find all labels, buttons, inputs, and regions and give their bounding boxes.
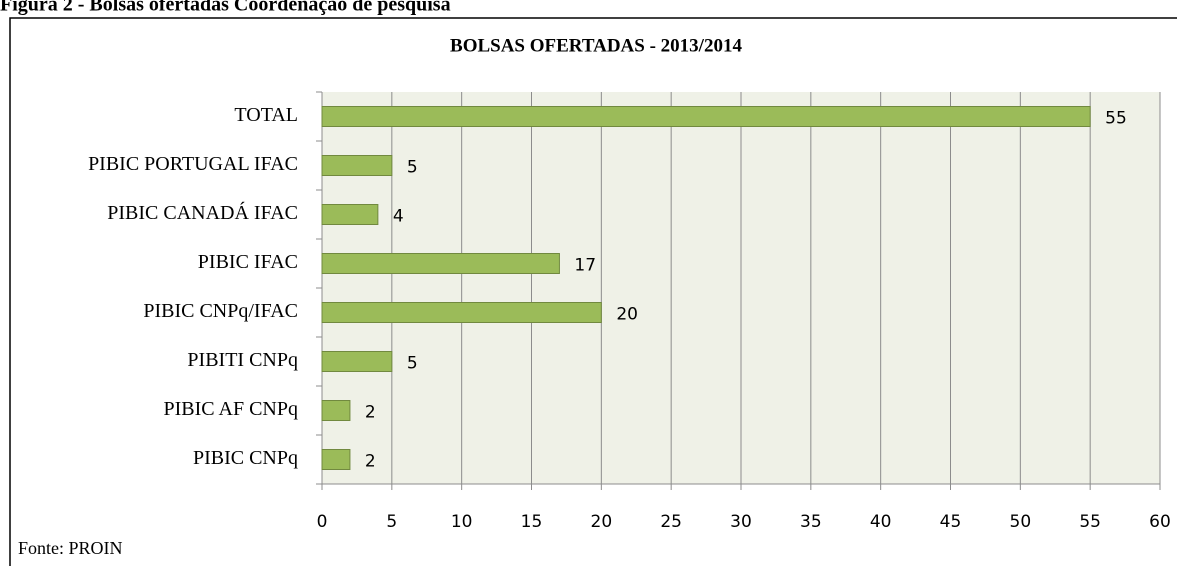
bar [321,302,602,323]
y-tick-label: PIBIC CNPq/IFAC [143,300,298,322]
x-tick-label: 45 [940,512,962,532]
data-label: 2 [365,403,376,423]
caption: Figura 2 - Bolsas ofertadas Coordenação … [0,0,451,16]
data-label: 4 [393,207,404,227]
source: Fonte: PROIN [18,538,123,558]
frame [9,17,1177,566]
data-label: 2 [365,452,376,472]
y-tick-label: PIBIC AF CNPq [164,398,299,420]
bar [321,106,1091,127]
bar [321,204,379,225]
x-tick-label: 30 [730,512,752,532]
data-label: 5 [407,354,418,374]
x-tick-label: 25 [660,512,682,532]
x-tick-label: 50 [1010,512,1032,532]
x-tick-label: 35 [800,512,822,532]
x-tick-label: 40 [870,512,892,532]
y-tick-label: PIBIC CANADÁ IFAC [107,201,298,224]
x-tick-label: 10 [451,512,473,532]
bar [321,400,351,421]
bar [321,449,351,470]
chart-title: BOLSAS OFERTADAS - 2013/2014 [450,35,742,56]
y-tick-label: TOTAL [234,104,298,126]
y-tick-label: PIBIC CNPq [193,447,298,469]
y-tick-label: PIBIC IFAC [198,251,298,273]
data-label: 20 [616,305,638,325]
x-tick-label: 55 [1079,512,1101,532]
x-tick-label: 0 [317,512,328,532]
bar [321,155,393,176]
data-label: 55 [1105,109,1127,129]
x-tick-label: 15 [521,512,543,532]
bar [321,253,560,274]
x-tick-label: 5 [386,512,397,532]
bar [321,351,393,372]
x-tick-label: 60 [1149,512,1171,532]
data-label: 17 [574,256,596,276]
x-tick-label: 20 [591,512,613,532]
y-tick-label: PIBIC PORTUGAL IFAC [88,153,298,175]
y-tick-label: PIBITI CNPq [187,349,298,371]
data-label: 5 [407,158,418,178]
